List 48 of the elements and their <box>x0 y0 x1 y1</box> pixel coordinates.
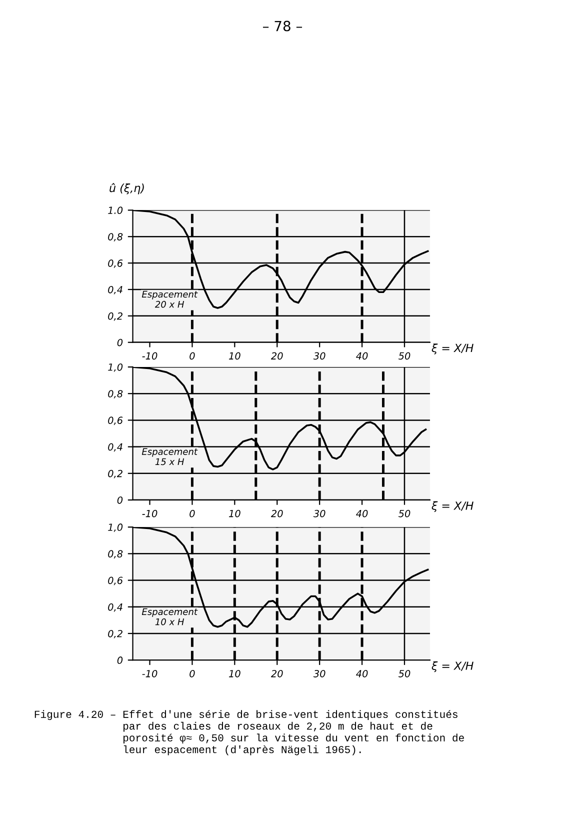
x-tick-label: 50 <box>398 670 410 678</box>
x-tick-label: 0 <box>190 510 195 518</box>
x-tick-label: 30 <box>313 670 326 678</box>
y-tick-label: 0,4 <box>108 443 122 452</box>
x-axis-title: ξ = X/H <box>432 661 474 672</box>
y-tick-label: 0,8 <box>108 550 123 559</box>
y-tick-label: 0,2 <box>108 470 122 478</box>
y-tick-label: 0,2 <box>108 630 122 638</box>
y-tick-label: 1.0 <box>108 206 123 214</box>
annotation: Espacement 20 x H <box>142 290 198 308</box>
annotation: Espacement 15 x H <box>142 448 198 466</box>
x-tick-label: 50 <box>398 510 410 518</box>
y-tick-label: 0 <box>117 496 123 504</box>
x-axis-title: ξ = X/H <box>432 344 474 354</box>
x-tick-label: 10 <box>228 510 240 518</box>
y-axis-title: û (ξ,η) <box>110 183 144 194</box>
y-tick-label: 0,6 <box>108 576 123 586</box>
x-axis-title: ξ = X/H <box>432 501 474 512</box>
y-tick-label: 0,2 <box>108 312 122 321</box>
y-tick-label: 0 <box>117 656 123 664</box>
y-tick-label: 0,8 <box>108 390 123 398</box>
caption: Figure 4.20 – Effet d'une série de brise-vent identiques constitués par des claies de roseaux de 2,20 m de haut et de porosité φ≈ 0,50 sur la vitesse du vent en fonction de leur espacement (d'après Nägeli 1965). <box>34 710 464 756</box>
x-tick-label: 30 <box>313 352 326 360</box>
x-tick-label: 40 <box>356 352 368 360</box>
x-tick-label: 20 <box>270 352 283 360</box>
y-tick-label: 0,4 <box>108 286 122 294</box>
x-tick-label: 30 <box>313 510 326 518</box>
x-tick-label: 10 <box>228 352 240 360</box>
y-tick-label: 0,4 <box>108 603 122 612</box>
x-tick-label: -10 <box>142 352 158 360</box>
x-tick-label: 50 <box>398 352 410 360</box>
x-tick-label: 40 <box>356 510 368 518</box>
x-tick-label: 40 <box>356 670 368 678</box>
x-tick-label: 10 <box>228 670 240 678</box>
y-tick-label: 1,0 <box>108 524 123 532</box>
x-tick-label: 0 <box>190 352 195 360</box>
y-tick-label: 0,6 <box>108 416 123 426</box>
x-tick-label: 0 <box>190 670 195 678</box>
x-tick-label: 20 <box>270 510 283 518</box>
y-tick-label: 0,6 <box>108 260 123 268</box>
text: – 78 – <box>262 20 302 32</box>
y-tick-label: 0,8 <box>108 233 123 242</box>
x-tick-label: 20 <box>270 670 283 678</box>
x-tick-label: -10 <box>142 670 158 678</box>
y-tick-label: 0 <box>117 338 123 346</box>
y-tick-label: 1,0 <box>108 363 123 372</box>
x-tick-label: -10 <box>142 510 158 518</box>
annotation: Espacement 10 x H <box>142 608 198 626</box>
